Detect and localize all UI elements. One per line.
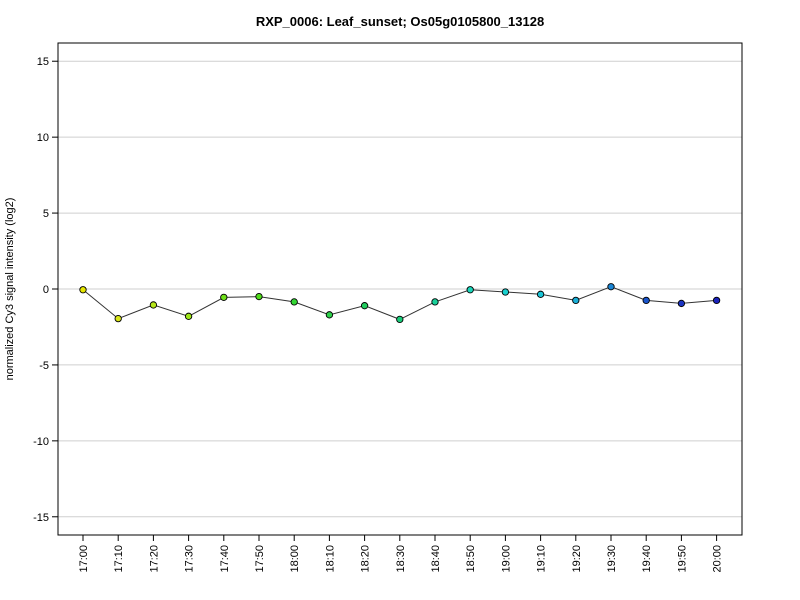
data-point: [79, 286, 87, 294]
x-tick-label: 19:10: [536, 545, 548, 573]
x-tick-label: 17:50: [254, 545, 266, 573]
x-tick-label: 18:10: [324, 545, 336, 573]
data-point: [360, 302, 369, 310]
x-tick-label: 18:40: [430, 545, 442, 573]
x-tick-label: 18:20: [360, 545, 372, 573]
x-tick-label: 20:00: [712, 545, 724, 573]
y-tick-label: 10: [37, 132, 49, 144]
x-tick-label: 18:30: [395, 545, 407, 573]
data-point: [325, 311, 334, 319]
data-point: [149, 301, 158, 309]
data-point: [255, 292, 263, 301]
data-point: [396, 315, 404, 324]
x-tick-label: 18:00: [289, 545, 301, 573]
y-tick-label: 15: [37, 56, 49, 68]
y-tick-label: 5: [43, 208, 49, 220]
data-point: [607, 283, 615, 291]
y-tick-label: 0: [43, 284, 49, 296]
y-axis-label: normalized Cy3 signal intensity (log2): [4, 198, 16, 381]
data-point: [290, 298, 298, 306]
data-point: [114, 314, 122, 323]
x-tick-label: 17:40: [219, 545, 231, 573]
plot-frame: [57, 42, 743, 536]
data-point: [466, 286, 474, 294]
x-tick-label: 17:20: [148, 545, 160, 573]
x-tick-label: 19:20: [571, 545, 583, 573]
data-point: [184, 312, 193, 320]
x-tick-label: 19:40: [641, 545, 653, 573]
y-tick-label: -15: [33, 512, 49, 524]
series-line-group: [82, 286, 717, 320]
x-tick-label: 17:10: [113, 545, 125, 573]
x-tick-label: 19:30: [606, 545, 618, 573]
x-tick-label: 19:50: [676, 545, 688, 573]
series-line: [82, 286, 717, 320]
x-tick-label: 17:00: [78, 545, 90, 573]
data-point: [642, 296, 650, 305]
y-tick-label: -10: [33, 436, 49, 448]
data-point: [220, 293, 228, 302]
data-point: [536, 290, 545, 298]
data-point: [572, 296, 580, 305]
y-tick-label: -5: [39, 360, 49, 372]
x-tick-label: 18:50: [465, 545, 477, 573]
data-point: [712, 296, 721, 305]
data-point: [431, 298, 439, 306]
data-points: [79, 283, 721, 324]
x-tick-label: 19:00: [500, 545, 512, 573]
grid-lines: [58, 60, 742, 518]
y-axis: -15 -10 -5 0 5 10 15: [33, 56, 58, 524]
data-point: [501, 288, 510, 296]
x-tick-label: 17:30: [184, 545, 196, 573]
x-axis: 17:00 17:10 17:20 17:30 17:40 17:50 18:00 18:10…: [78, 535, 724, 573]
chart-title: RXP_0006: Leaf_sunset; Os05g0105800_1312…: [256, 14, 544, 29]
data-point: [677, 299, 686, 308]
